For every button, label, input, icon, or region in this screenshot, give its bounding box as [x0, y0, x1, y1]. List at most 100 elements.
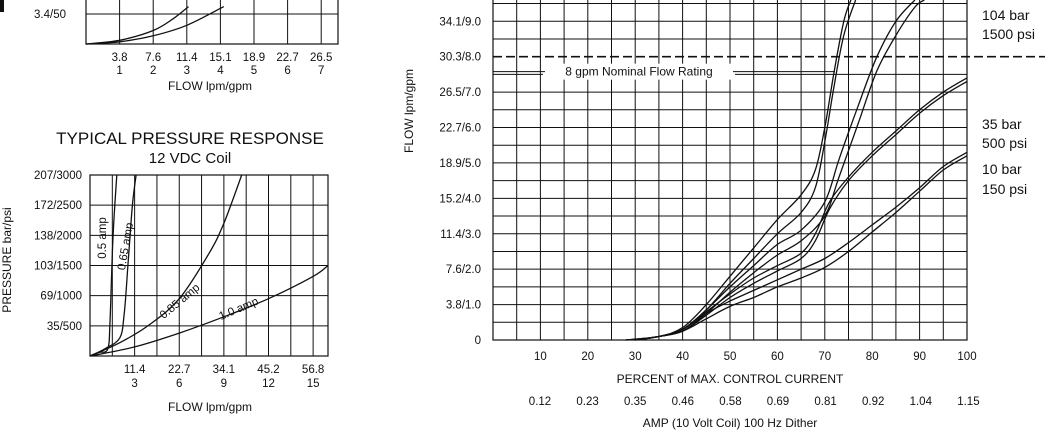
chart3-y-tick: 22.7/6.0	[439, 123, 481, 135]
chart3-side-label-bar: 10 bar	[982, 161, 1022, 177]
flow-vs-current-chart: 8 gpm Nominal Flow Rating 0 3.8/1.0 7.6/2.…	[402, 0, 1045, 430]
chart3-x-tick-amp: 1.15	[957, 396, 979, 408]
chart3-y-tick: 26.5/7.0	[439, 87, 481, 99]
chart3-side-label-bar: 35 bar	[982, 116, 1022, 132]
chart2-x-tick-lpm: 56.8	[302, 364, 324, 376]
chart3-x-tick-percent: 40	[676, 351, 689, 363]
flow-chart-top-left: 3.8 7.6 11.4 15.1 18.9 22.7 26.51 2 3 4 5 6 73.4/50 …	[0, 0, 339, 93]
chart1-x-tick-lpm: 18.9	[243, 52, 265, 64]
chart2-x-tick-lpm: 22.7	[168, 364, 190, 376]
chart1-x-tick-gpm: 7	[318, 65, 324, 77]
chart2-series-line	[89, 174, 137, 357]
chart3-x-tick-percent: 90	[913, 351, 926, 363]
chart3-series-line	[635, 80, 968, 341]
chart3-x-tick-percent: 70	[818, 351, 831, 363]
chart1-x-tick-lpm: 26.5	[310, 52, 332, 64]
chart2-subtitle: 12 VDC Coil	[149, 150, 232, 167]
chart2-x-tick-lpm: 34.1	[213, 364, 235, 376]
chart3-x-tick-amp: 0.58	[719, 396, 741, 408]
chart3-x-tick-percent: 60	[771, 351, 784, 363]
chart1-x-tick-gpm: 5	[251, 65, 257, 77]
chart3-x-tick-amp: 0.46	[672, 396, 694, 408]
chart3-x-tick-amp: 0.23	[576, 396, 598, 408]
chart1-x-tick-lpm: 22.7	[276, 52, 298, 64]
chart3-y-tick: 3.8/1.0	[446, 300, 481, 312]
chart3-reference-label-bg	[543, 63, 735, 80]
chart2-curve-label: 0.85 amp	[158, 282, 202, 322]
chart3-nominal-flow-line: 8 gpm Nominal Flow Rating	[493, 55, 1045, 80]
chart3-x-tick-percent: 100	[957, 351, 976, 363]
chart2-series-line	[89, 174, 243, 357]
chart2-y-tick: 103/1500	[34, 261, 82, 273]
chart1-frame	[85, 0, 339, 45]
chart3-x-tick-percent: 50	[724, 351, 737, 363]
chart3-y-tick: 11.4/3.0	[440, 229, 481, 241]
chart2-x-tick-gpm: 12	[262, 378, 275, 390]
chart3-x-tick-amp: 0.69	[767, 396, 789, 408]
chart3-series-line	[635, 151, 968, 341]
chart3-grid	[492, 0, 968, 341]
chart2-ticks: 35/500 69/1000 103/1500 138/2000 172/2500 207…	[34, 170, 324, 390]
chart3-series-line	[635, 0, 925, 341]
chart2-y-tick: 69/1000	[40, 291, 82, 303]
chart2-y-tick: 172/2500	[34, 200, 82, 212]
chart1-x-tick-gpm: 4	[217, 65, 224, 77]
chart2-curve-label: 0.5 amp	[97, 217, 109, 259]
chart1-x-tick-gpm: 2	[150, 65, 156, 77]
chart3-x-tick-amp: 0.12	[529, 396, 551, 408]
chart3-y-tick: 30.3/8.0	[439, 52, 481, 64]
chart2-title: TYPICAL PRESSURE RESPONSE	[56, 129, 324, 148]
chart3-x-tick-percent: 10	[534, 351, 547, 363]
chart3-y-tick: 7.6/2.0	[446, 264, 481, 276]
chart3-side-label-psi: 150 psi	[982, 181, 1027, 197]
chart1-x-tick-gpm: 6	[284, 65, 290, 77]
chart2-series-line	[89, 264, 329, 357]
chart3-series-line	[625, 0, 857, 341]
chart3-x-tick-amp: 0.35	[624, 396, 646, 408]
chart2-y-tick: 138/2000	[34, 230, 82, 242]
chart1-series-line	[85, 6, 189, 45]
chart1-x-tick-lpm: 7.6	[145, 52, 161, 64]
chart2-y-tick: 35/500	[47, 321, 82, 333]
chart3-side-label-bar: 104 bar	[982, 7, 1030, 23]
chart1-grid	[85, 0, 339, 45]
chart3-x-axis-label-amp: AMP (10 Volt Coil) 100 Hz Dither	[643, 416, 818, 430]
chart2-curve-label: 0.65 amp	[116, 222, 136, 271]
chart3-side-label-psi: 1500 psi	[982, 26, 1035, 42]
chart2-x-tick-lpm: 11.4	[124, 364, 146, 376]
chart3-reference-label: 8 gpm Nominal Flow Rating	[565, 65, 712, 79]
chart3-x-tick-percent: 20	[581, 351, 594, 363]
chart3-ticks: 0 3.8/1.0 7.6/2.0 11.4/3.0 15.2/4.0 18.9/5.0 2…	[439, 16, 979, 408]
chart1-x-tick-lpm: 11.4	[176, 52, 198, 64]
chart2-x-tick-gpm: 9	[221, 378, 227, 390]
chart1-x-tick-gpm: 3	[184, 65, 190, 77]
chart2-x-tick-gpm: 6	[176, 378, 182, 390]
chart1-x-tick-lpm: 3.8	[112, 52, 128, 64]
chart2-x-axis-label: FLOW lpm/gpm	[168, 400, 252, 414]
chart3-x-tick-amp: 0.92	[862, 396, 884, 408]
chart3-y-tick: 15.2/4.0	[439, 193, 481, 205]
chart1-ticks: 3.8 7.6 11.4 15.1 18.9 22.7 26.5 1 2 3 4 5 6 7 3.4/50	[34, 9, 332, 77]
chart3-x-tick-amp: 1.04	[910, 396, 933, 408]
chart2-x-tick-gpm: 3	[131, 378, 137, 390]
chart1-series-line	[85, 6, 225, 45]
chart2-x-tick-gpm: 15	[307, 378, 320, 390]
chart3-x-axis-label: PERCENT of MAX. CONTROL CURRENT	[617, 372, 844, 386]
chart1-x-tick-gpm: 1	[116, 65, 122, 77]
chart3-frame	[492, 0, 968, 341]
chart3-series-line	[635, 0, 916, 341]
chart3-curves	[625, 0, 968, 341]
pressure-response-chart: TYPICAL PRESSURE RESPONSE 12 VDC Coil 35…	[0, 129, 329, 414]
chart3-series-line	[635, 155, 968, 341]
chart2-curves	[89, 174, 329, 357]
chart3-y-axis-label: FLOW lpm/gpm	[402, 69, 416, 153]
chart3-x-tick-percent: 30	[629, 351, 642, 363]
chart2-y-tick: 207/3000	[34, 170, 82, 182]
chart3-x-tick-amp: 0.81	[814, 396, 836, 408]
chart2-x-tick-lpm: 45.2	[257, 364, 279, 376]
chart3-x-tick-percent: 80	[866, 351, 879, 363]
chart3-pressure-labels: 104 bar 1500 psi 35 bar 500 psi 10 bar 150 ps…	[982, 7, 1035, 197]
chart3-series-line	[625, 0, 852, 341]
